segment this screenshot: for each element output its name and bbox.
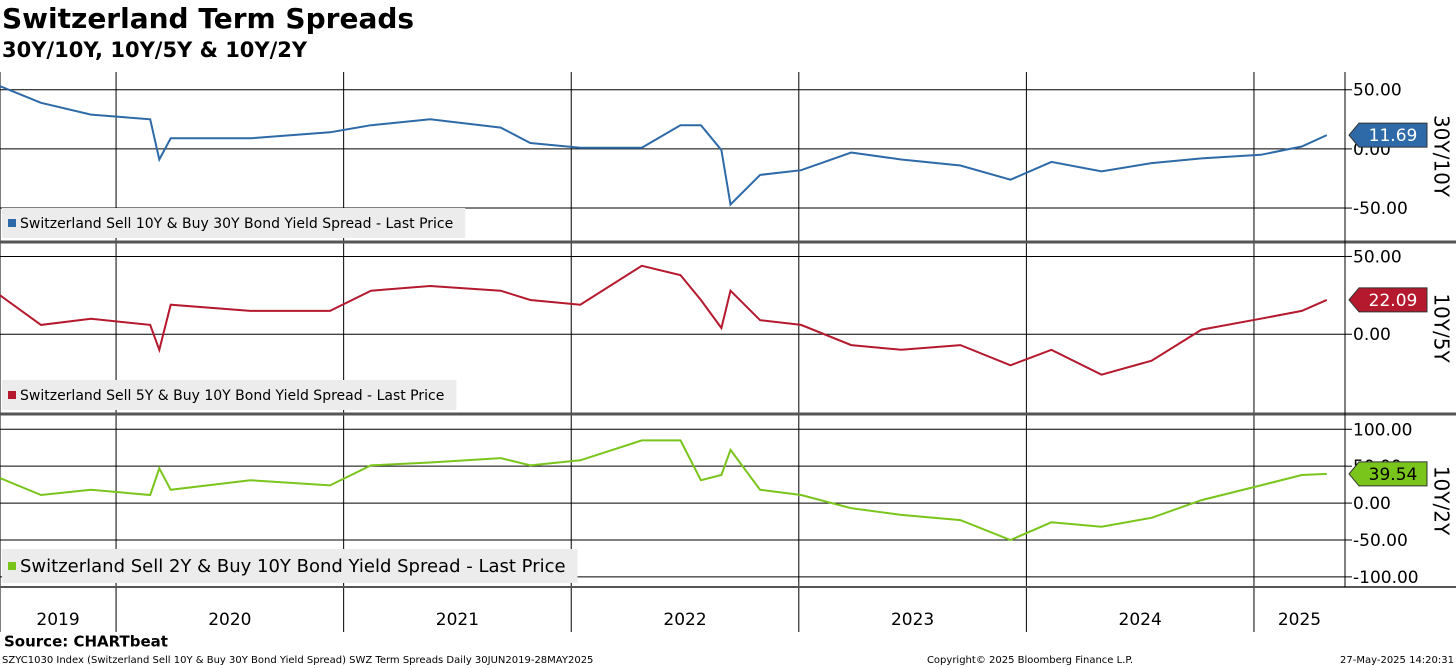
y-tick-label: -100.00 bbox=[1353, 568, 1419, 588]
last-value-label: 11.69 bbox=[1369, 126, 1418, 146]
subtitle: 30Y/10Y, 10Y/5Y & 10Y/2Y bbox=[2, 38, 308, 62]
x-tick-label: 2021 bbox=[436, 610, 479, 630]
legend-swatch bbox=[8, 562, 16, 570]
legend-label: Switzerland Sell 2Y & Buy 10Y Bond Yield… bbox=[20, 556, 566, 577]
source: Source: CHARTbeat bbox=[4, 633, 168, 651]
series-line bbox=[0, 85, 1328, 207]
footer-left: SZYC1030 Index (Switzerland Sell 10Y & B… bbox=[2, 655, 593, 666]
y-tick-label: 0.00 bbox=[1353, 325, 1391, 345]
legend-label: Switzerland Sell 10Y & Buy 30Y Bond Yiel… bbox=[20, 216, 453, 232]
legend-box bbox=[2, 208, 466, 238]
last-value-label: 39.54 bbox=[1369, 465, 1418, 485]
y-tick-label: 50.00 bbox=[1353, 247, 1402, 267]
y-axis-label: 10Y/5Y bbox=[1430, 293, 1454, 363]
y-tick-label: 100.00 bbox=[1353, 420, 1412, 440]
footer-right: 27-May-2025 14:20:31 bbox=[1340, 655, 1454, 666]
y-tick-label: -50.00 bbox=[1353, 199, 1408, 219]
y-axis-label: 30Y/10Y bbox=[1430, 115, 1454, 198]
legend-box bbox=[2, 380, 457, 410]
x-tick-label: 2025 bbox=[1278, 610, 1321, 630]
x-tick-label: 2023 bbox=[891, 610, 934, 630]
footer-center: Copyright© 2025 Bloomberg Finance L.P. bbox=[927, 655, 1133, 666]
x-tick-label: 2022 bbox=[663, 610, 706, 630]
y-tick-label: -50.00 bbox=[1353, 531, 1408, 551]
series-line bbox=[0, 264, 1328, 376]
last-value-label: 22.09 bbox=[1369, 291, 1418, 311]
legend-box bbox=[2, 549, 578, 583]
last-value-badge bbox=[1348, 122, 1428, 148]
legend-label: Switzerland Sell 5Y & Buy 10Y Bond Yield… bbox=[20, 388, 444, 404]
y-tick-label: 0.00 bbox=[1353, 494, 1391, 514]
title: Switzerland Term Spreads bbox=[2, 2, 414, 35]
last-value-badge bbox=[1348, 461, 1428, 487]
x-tick-label: 2024 bbox=[1119, 610, 1162, 630]
x-tick-label: 2019 bbox=[36, 610, 79, 630]
y-tick-label: 50.00 bbox=[1353, 81, 1402, 101]
series-line bbox=[0, 439, 1327, 542]
legend-swatch bbox=[8, 391, 16, 399]
last-value-badge bbox=[1348, 287, 1428, 313]
x-tick-label: 2020 bbox=[208, 610, 251, 630]
y-axis-label: 10Y/2Y bbox=[1430, 466, 1454, 536]
legend-swatch bbox=[8, 219, 16, 227]
